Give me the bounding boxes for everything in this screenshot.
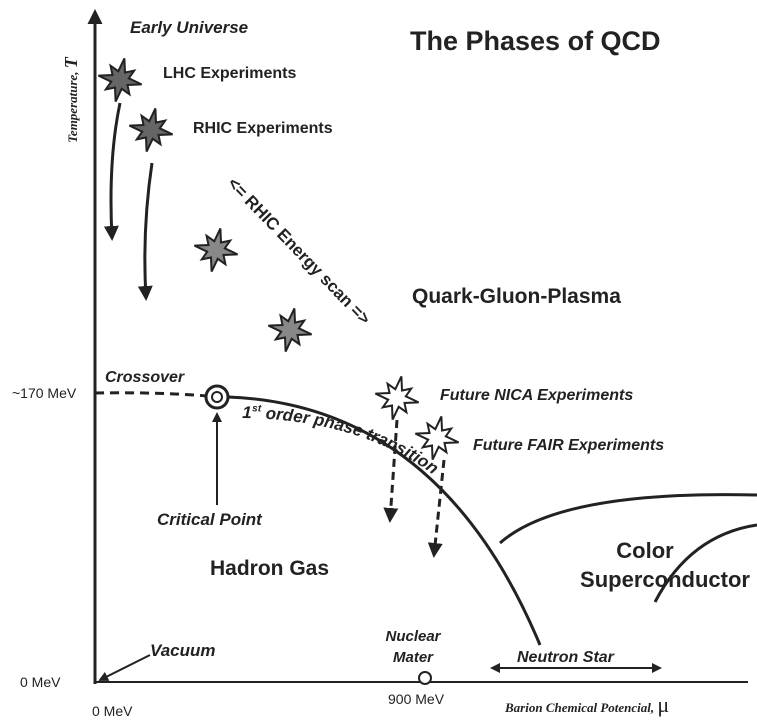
y-tick-label: ~170 MeV bbox=[12, 385, 77, 401]
label: Neutron Star bbox=[517, 649, 615, 666]
nuclear-matter-marker bbox=[418, 671, 432, 685]
critical-point-marker-inner bbox=[211, 391, 223, 403]
superconductor-boundary-2 bbox=[653, 523, 757, 603]
trajectory-arrow bbox=[427, 459, 446, 558]
y-tick-label: 0 MeV bbox=[20, 674, 61, 690]
label: Hadron Gas bbox=[210, 557, 329, 580]
label: 1st order phase transition bbox=[242, 403, 442, 478]
vacuum-arrow bbox=[98, 654, 151, 681]
trajectory-arrow bbox=[137, 162, 154, 301]
label: Vacuum bbox=[150, 641, 216, 660]
x-tick-label: 0 MeV bbox=[92, 703, 133, 719]
title: The Phases of QCD bbox=[410, 26, 661, 56]
trajectory-arrow bbox=[103, 102, 122, 241]
label: Crossover bbox=[105, 369, 185, 386]
nica-star bbox=[374, 375, 420, 421]
trajectory-arrow bbox=[383, 419, 399, 523]
label: Mater bbox=[393, 649, 434, 666]
label: Critical Point bbox=[157, 510, 263, 529]
x-axis-label: Barion Chemical Potencial, μ bbox=[504, 692, 669, 717]
superconductor-boundary bbox=[499, 493, 757, 545]
label: Quark-Gluon-Plasma bbox=[412, 285, 621, 308]
phase-transition-line bbox=[227, 395, 542, 646]
label: Superconductor bbox=[580, 567, 750, 592]
scan-star bbox=[267, 307, 313, 353]
label: RHIC Experiments bbox=[193, 120, 333, 137]
rhic-star bbox=[128, 107, 174, 153]
x-tick-label: 900 MeV bbox=[388, 691, 445, 707]
label: Color bbox=[616, 538, 674, 563]
label: <= RHIC Energy scan => bbox=[224, 174, 374, 329]
crossover-line bbox=[94, 391, 208, 398]
scan-star bbox=[193, 227, 239, 273]
label: Future NICA Experiments bbox=[440, 387, 633, 404]
label: Early Universe bbox=[130, 18, 248, 37]
label: Nuclear bbox=[385, 628, 441, 645]
label: LHC Experiments bbox=[163, 65, 296, 82]
lhc-star bbox=[97, 57, 143, 103]
label: Future FAIR Experiments bbox=[473, 437, 664, 454]
y-axis-label: Temperature, T bbox=[61, 56, 81, 143]
